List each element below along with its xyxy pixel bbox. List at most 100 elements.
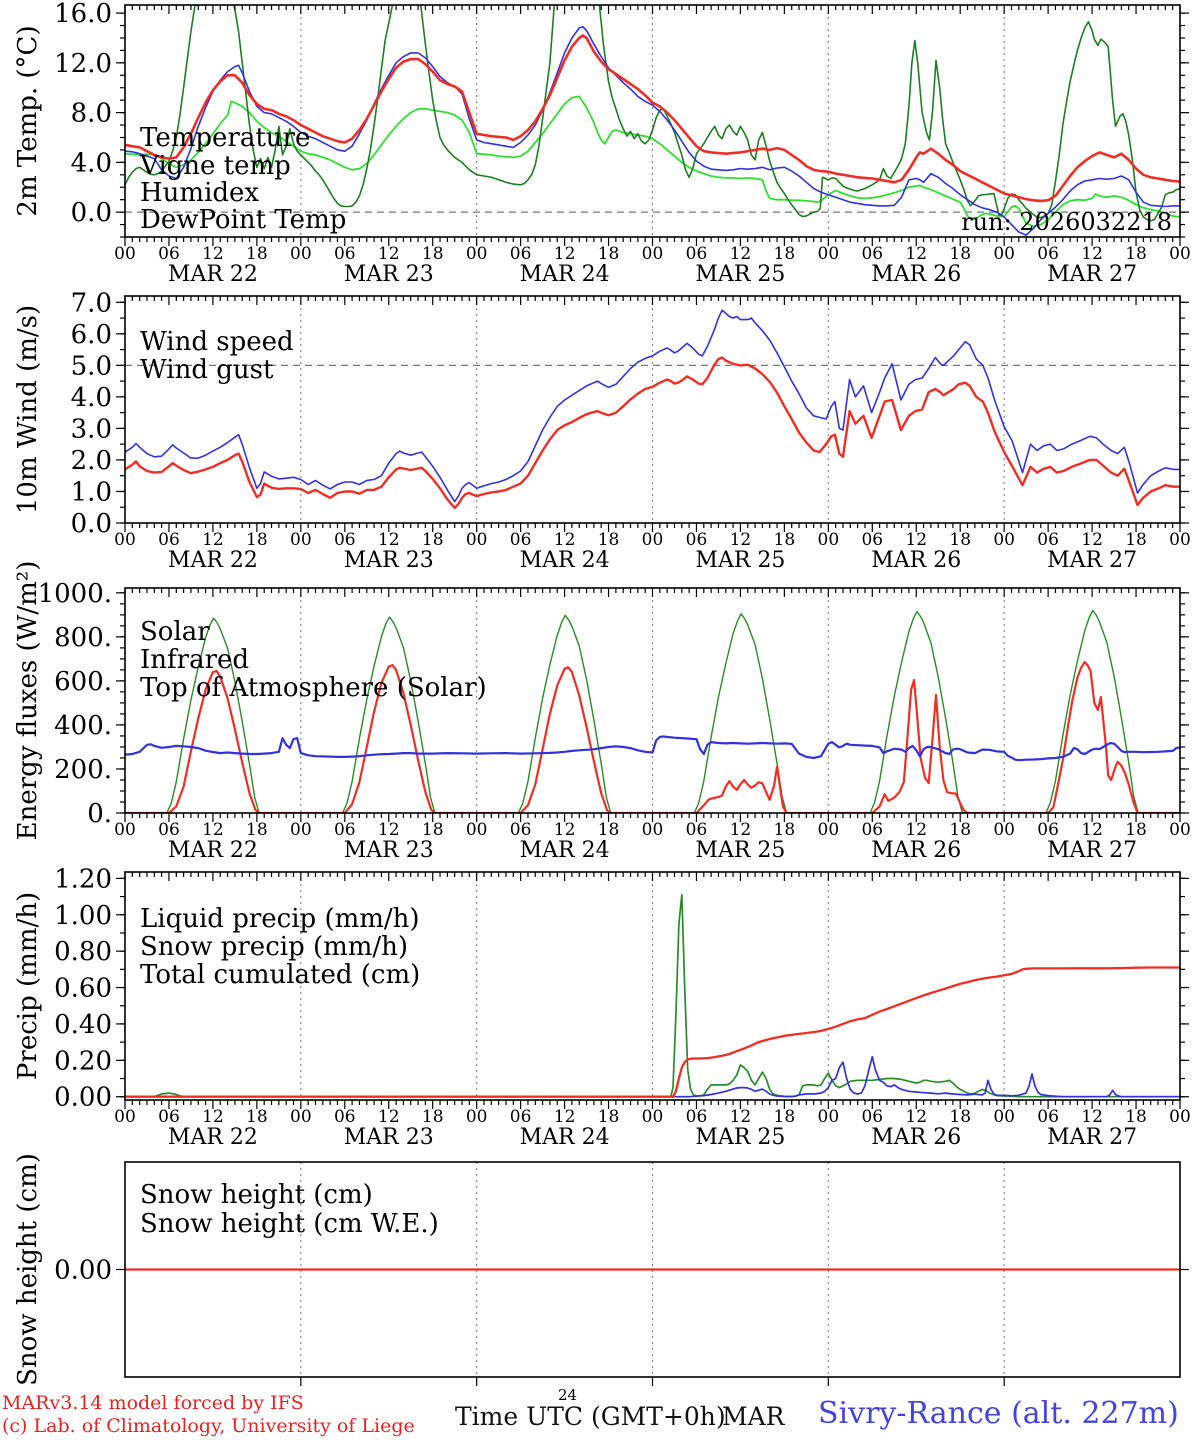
day-label: MAR 25 bbox=[695, 548, 785, 573]
hour-tick-label: 06 bbox=[334, 820, 356, 840]
day-label: MAR 22 bbox=[168, 1125, 258, 1150]
y-axis-title: 10m Wind (m/s) bbox=[13, 305, 43, 514]
legend-label: Snow height (cm W.E.) bbox=[140, 1209, 439, 1239]
hour-tick-label: 00 bbox=[818, 530, 840, 550]
axis-ticks bbox=[116, 296, 1189, 532]
hour-tick-label: 06 bbox=[1037, 1107, 1059, 1127]
day-label: MAR 24 bbox=[520, 548, 610, 573]
day-label: MAR 26 bbox=[871, 1125, 961, 1150]
axis-ticks bbox=[116, 872, 1189, 1109]
hour-tick-label: 12 bbox=[730, 244, 752, 264]
legend-label: Wind speed bbox=[140, 327, 294, 357]
series-infrared bbox=[125, 735, 1180, 762]
y-tick-label: 7.0 bbox=[71, 288, 112, 318]
y-tick-label: 12.0 bbox=[54, 49, 112, 79]
y-axis-title: Snow height (cm) bbox=[13, 1153, 43, 1386]
hour-24-label: 24 bbox=[558, 1386, 578, 1404]
hour-tick-label: 00 bbox=[114, 530, 136, 550]
legend-label: Wind gust bbox=[140, 355, 274, 385]
hour-tick-label: 18 bbox=[598, 530, 620, 550]
y-tick-label: 3.0 bbox=[71, 414, 112, 444]
y-tick-label: 6.0 bbox=[71, 320, 112, 350]
hour-tick-label: 12 bbox=[1081, 1107, 1103, 1127]
legend-label: Top of Atmosphere (Solar) bbox=[140, 673, 487, 703]
day-label: MAR 24 bbox=[520, 262, 610, 287]
hour-tick-label: 00 bbox=[642, 244, 664, 264]
series-solar bbox=[125, 660, 1180, 813]
legend-label: Snow precip (mm/h) bbox=[140, 932, 408, 962]
hour-tick-label: 00 bbox=[1169, 244, 1191, 264]
hour-tick-label: 12 bbox=[378, 244, 400, 264]
legend-label: Humidex bbox=[140, 178, 259, 208]
y-axis-title: Precip (mm/h) bbox=[13, 892, 43, 1080]
hour-tick-label: 06 bbox=[1037, 530, 1059, 550]
hour-tick-label: 18 bbox=[422, 820, 444, 840]
hour-tick-label: 12 bbox=[905, 820, 927, 840]
hour-tick-label: 06 bbox=[861, 244, 883, 264]
hour-tick-label: 12 bbox=[202, 530, 224, 550]
hour-tick-label: 12 bbox=[1081, 244, 1103, 264]
hour-tick-label: 18 bbox=[774, 244, 796, 264]
hour-tick-label: 00 bbox=[642, 820, 664, 840]
hour-tick-label: 06 bbox=[158, 530, 180, 550]
hour-tick-label: 06 bbox=[158, 244, 180, 264]
hour-tick-label: 18 bbox=[1125, 1107, 1147, 1127]
hour-tick-label: 06 bbox=[158, 1107, 180, 1127]
y-tick-label: 0.40 bbox=[54, 1010, 112, 1040]
y-tick-label: 16.0 bbox=[54, 0, 112, 29]
hour-tick-label: 18 bbox=[422, 244, 444, 264]
panel-10m-wind: 0.01.02.03.04.05.06.07.0 00 06 12 18 00 06 12 18… bbox=[13, 288, 1191, 573]
y-tick-label: 1.0 bbox=[71, 477, 112, 507]
y-tick-label: 0. bbox=[87, 799, 112, 829]
hour-tick-label: 12 bbox=[1081, 530, 1103, 550]
day-label: MAR 25 bbox=[695, 262, 785, 287]
panel-precip: 0.00 0.20 0.40 0.60 0.80 1.00 1.20 00 06 12 18 00 06… bbox=[13, 864, 1191, 1150]
hour-tick-label: 00 bbox=[993, 244, 1015, 264]
hour-tick-label: 00 bbox=[818, 244, 840, 264]
y-axis-title: 2m Temp. (°C) bbox=[13, 25, 43, 216]
model-tag: MAR bbox=[722, 1402, 785, 1431]
hour-tick-label: 12 bbox=[554, 1107, 576, 1127]
hour-tick-label: 18 bbox=[1125, 820, 1147, 840]
day-label: MAR 26 bbox=[871, 838, 961, 863]
hour-tick-label: 12 bbox=[554, 530, 576, 550]
hour-tick-label: 00 bbox=[114, 244, 136, 264]
hour-tick-label: 18 bbox=[949, 1107, 971, 1127]
series-wind-speed bbox=[125, 356, 1180, 510]
day-label: MAR 22 bbox=[168, 262, 258, 287]
hour-tick-label: 06 bbox=[861, 1107, 883, 1127]
hour-tick-label: 00 bbox=[818, 1107, 840, 1127]
credit-line-2: (c) Lab. of Climatology, University of L… bbox=[2, 1415, 415, 1437]
hour-tick-label: 06 bbox=[1037, 244, 1059, 264]
y-tick-label: 0.00 bbox=[54, 1256, 112, 1286]
hour-tick-label: 00 bbox=[993, 1107, 1015, 1127]
y-axis-title: Energy fluxes (W/m²) bbox=[13, 561, 43, 841]
y-tick-label: 1.00 bbox=[54, 901, 112, 931]
hour-tick-label: 00 bbox=[466, 820, 488, 840]
hour-tick-label: 12 bbox=[202, 244, 224, 264]
day-label: MAR 23 bbox=[344, 548, 434, 573]
hour-tick-label: 12 bbox=[554, 244, 576, 264]
day-label: MAR 26 bbox=[871, 548, 961, 573]
hour-tick-label: 00 bbox=[642, 530, 664, 550]
hour-tick-label: 12 bbox=[378, 1107, 400, 1127]
hour-tick-label: 06 bbox=[334, 244, 356, 264]
legend-label: DewPoint Temp bbox=[140, 205, 346, 235]
series-humidex bbox=[125, 26, 1180, 236]
station-label: Sivry-Rance (alt. 227m) bbox=[818, 1396, 1179, 1431]
y-tick-label: 0.60 bbox=[54, 974, 112, 1004]
hour-tick-label: 06 bbox=[686, 1107, 708, 1127]
y-tick-label: 4.0 bbox=[71, 383, 112, 413]
hour-tick-label: 00 bbox=[290, 244, 312, 264]
hour-tick-label: 18 bbox=[598, 244, 620, 264]
series-snow-precip bbox=[125, 1055, 1180, 1098]
hour-tick-label: 06 bbox=[510, 820, 532, 840]
hour-tick-label: 12 bbox=[202, 820, 224, 840]
panel-energy-fluxes: 0. 200. 400. 600. 800. 1000. 00 06 12 18 00 06 12 18 0… bbox=[13, 561, 1191, 863]
hour-tick-label: 06 bbox=[861, 530, 883, 550]
hour-tick-label: 00 bbox=[114, 820, 136, 840]
hour-tick-label: 00 bbox=[466, 530, 488, 550]
hour-tick-label: 18 bbox=[1125, 530, 1147, 550]
